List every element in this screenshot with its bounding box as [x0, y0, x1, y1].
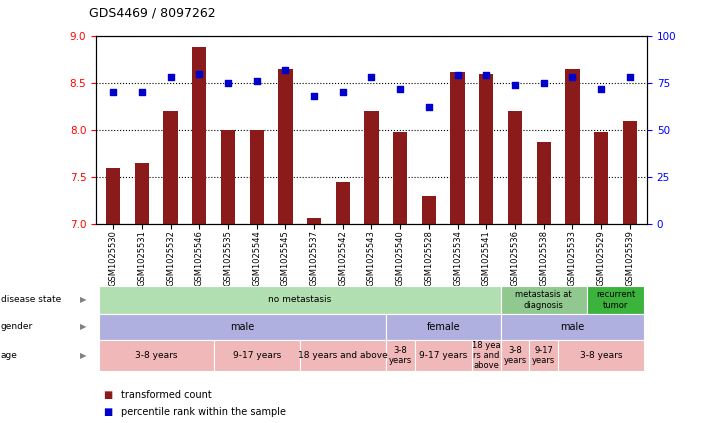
Point	[452, 72, 464, 79]
Point	[365, 74, 377, 81]
Text: ▶: ▶	[80, 351, 86, 360]
Text: 9-17 years: 9-17 years	[419, 351, 467, 360]
Bar	[221, 130, 235, 224]
Bar	[565, 69, 579, 224]
Point	[223, 80, 234, 86]
Point	[395, 85, 406, 92]
Text: 18 years and above: 18 years and above	[298, 351, 387, 360]
Text: GDS4469 / 8097262: GDS4469 / 8097262	[89, 6, 215, 19]
Text: transformed count: transformed count	[121, 390, 212, 400]
Point	[567, 74, 578, 81]
Bar	[250, 130, 264, 224]
Text: 18 yea
rs and
above: 18 yea rs and above	[472, 341, 501, 371]
Text: ▶: ▶	[80, 322, 86, 332]
Point	[509, 82, 520, 88]
Text: recurrent
tumor: recurrent tumor	[596, 290, 635, 310]
Bar	[364, 111, 379, 224]
Bar	[594, 132, 609, 224]
Point	[279, 66, 291, 73]
Text: 3-8 years: 3-8 years	[135, 351, 178, 360]
Text: ▶: ▶	[80, 295, 86, 305]
Bar	[278, 69, 292, 224]
Text: 3-8
years: 3-8 years	[389, 346, 412, 365]
Bar	[451, 72, 465, 224]
Point	[309, 93, 320, 99]
Text: female: female	[427, 322, 460, 332]
Bar	[537, 142, 551, 224]
Text: disease state: disease state	[1, 295, 61, 305]
Text: no metastasis: no metastasis	[268, 295, 331, 305]
Text: ■: ■	[103, 407, 112, 417]
Bar	[106, 168, 120, 224]
Point	[595, 85, 606, 92]
Text: 3-8 years: 3-8 years	[580, 351, 622, 360]
Bar	[508, 111, 522, 224]
Text: 3-8
years: 3-8 years	[503, 346, 527, 365]
Point	[624, 74, 636, 81]
Bar	[307, 217, 321, 224]
Point	[107, 89, 119, 96]
Point	[251, 78, 262, 85]
Point	[337, 89, 348, 96]
Text: gender: gender	[1, 322, 33, 332]
Bar	[164, 111, 178, 224]
Text: 9-17
years: 9-17 years	[532, 346, 555, 365]
Point	[538, 80, 550, 86]
Bar	[336, 182, 350, 224]
Point	[137, 89, 148, 96]
Text: male: male	[230, 322, 255, 332]
Bar	[623, 121, 637, 224]
Bar	[134, 163, 149, 224]
Point	[423, 104, 434, 111]
Text: male: male	[560, 322, 584, 332]
Point	[481, 72, 492, 79]
Bar	[192, 47, 206, 224]
Bar	[479, 74, 493, 224]
Point	[165, 74, 176, 81]
Text: age: age	[1, 351, 18, 360]
Text: metastasis at
diagnosis: metastasis at diagnosis	[515, 290, 572, 310]
Text: 9-17 years: 9-17 years	[232, 351, 281, 360]
Bar	[422, 196, 436, 224]
Bar	[393, 132, 407, 224]
Text: percentile rank within the sample: percentile rank within the sample	[121, 407, 286, 417]
Point	[193, 70, 205, 77]
Text: ■: ■	[103, 390, 112, 400]
